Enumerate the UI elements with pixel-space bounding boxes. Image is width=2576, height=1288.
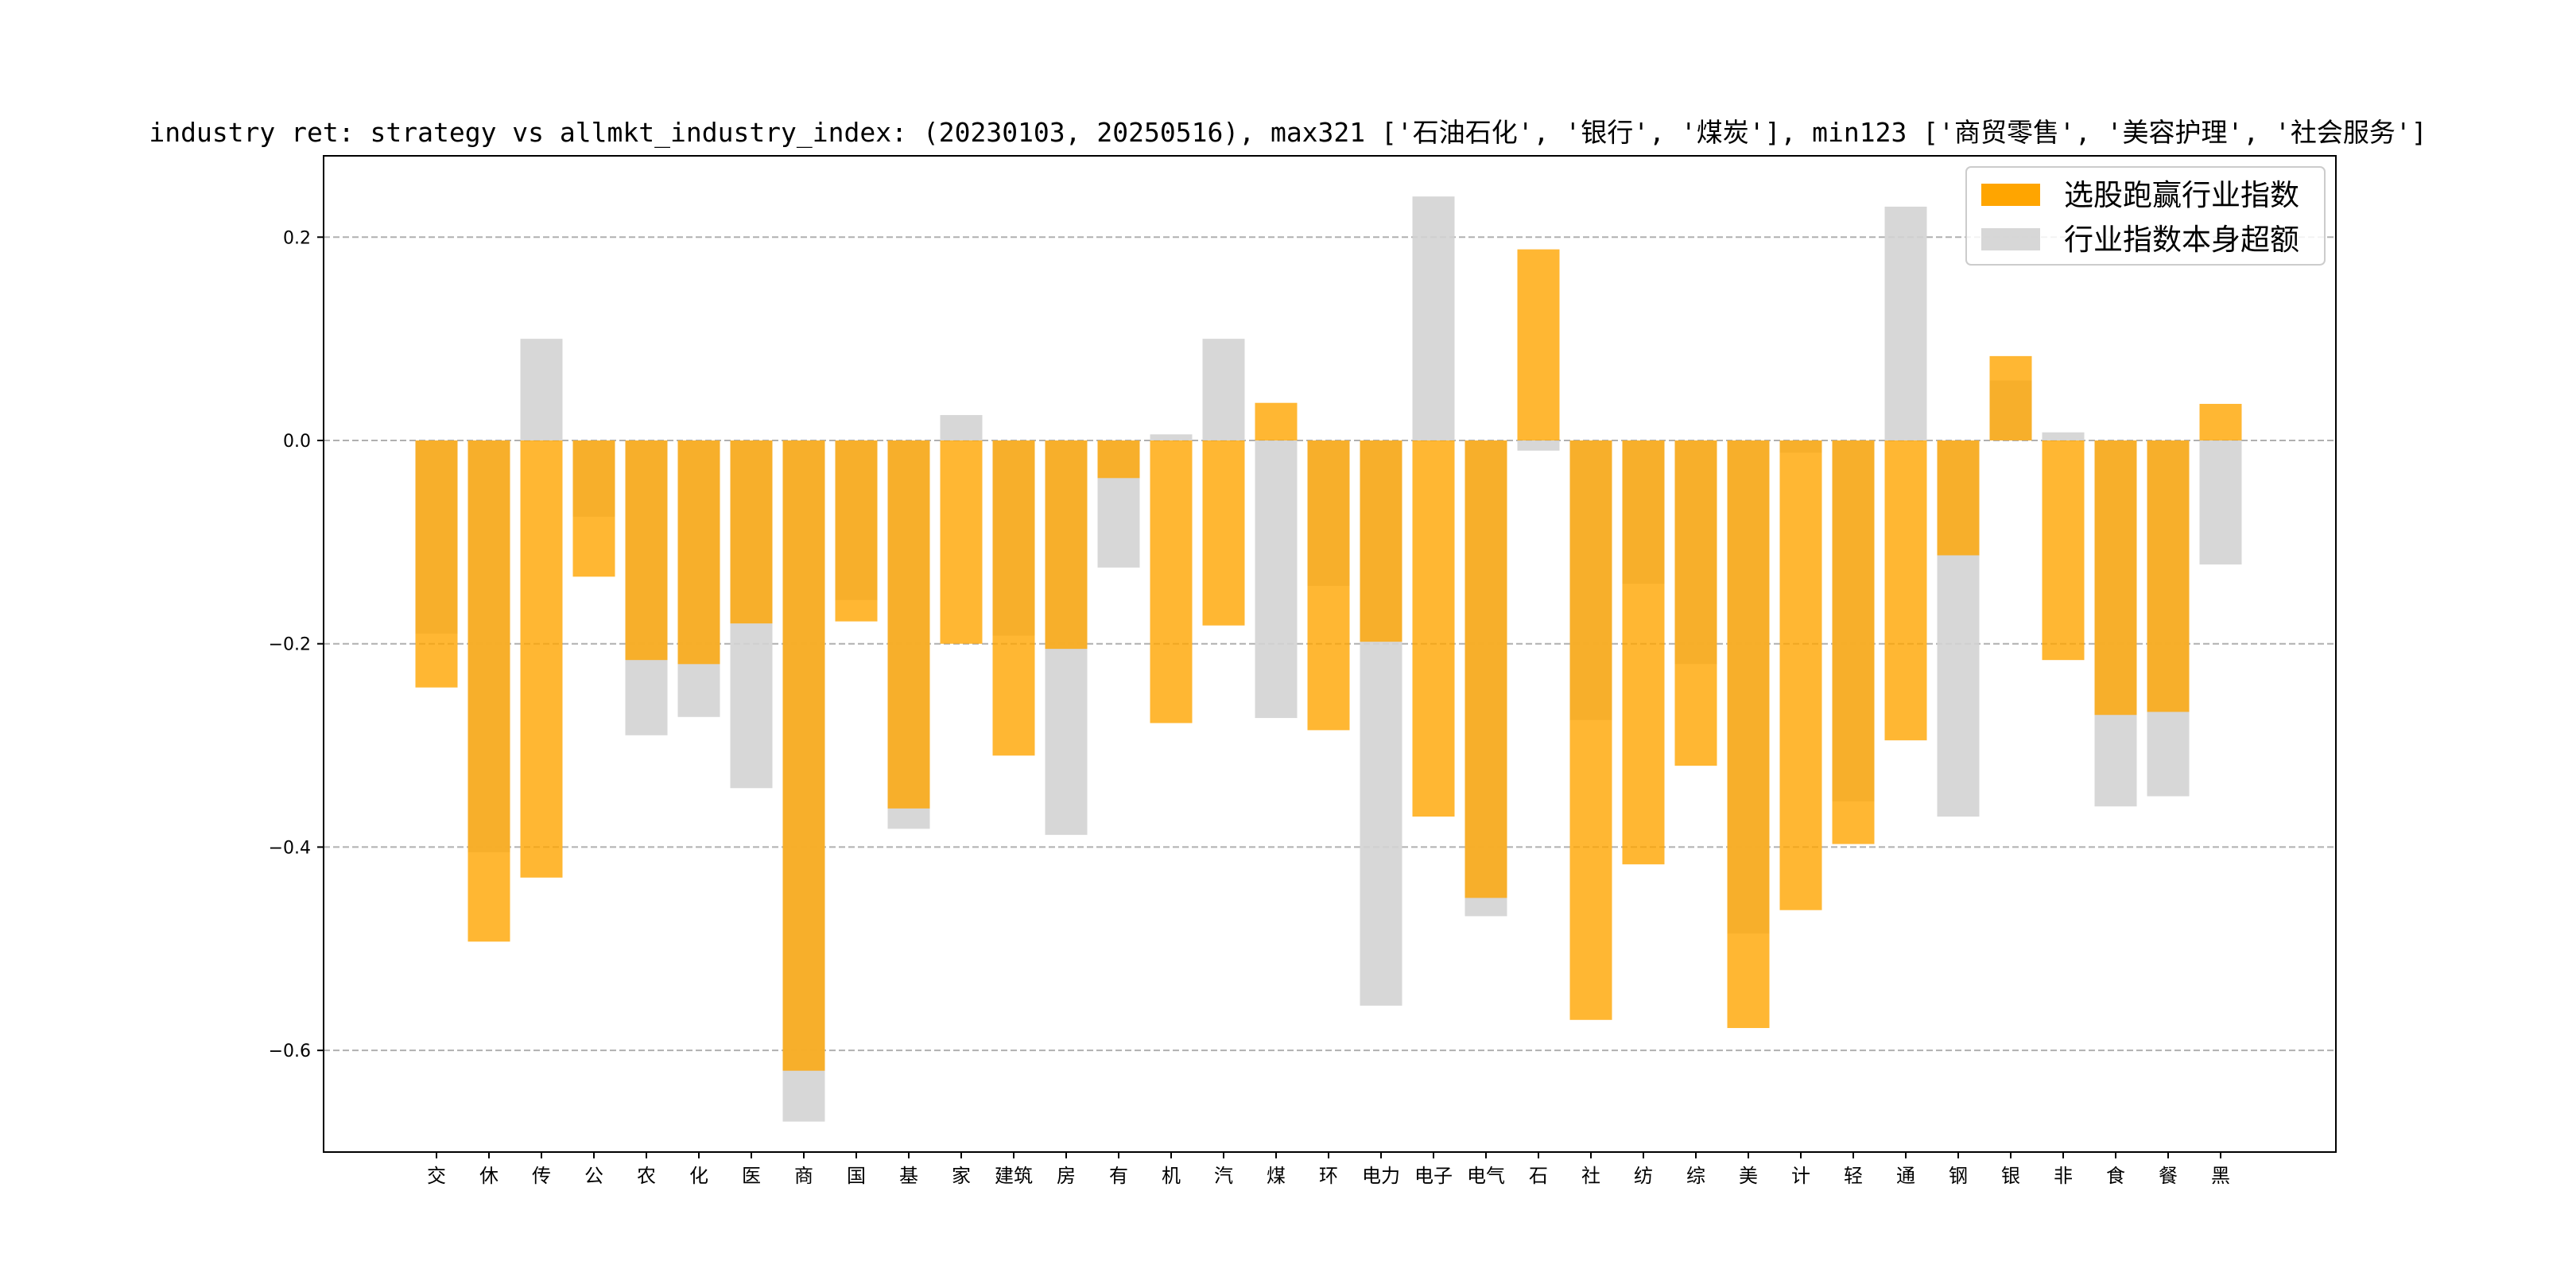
bar-index-excess-19	[1412, 196, 1455, 440]
x-tick-label: 公	[584, 1165, 603, 1187]
x-tick-label: 有	[1109, 1165, 1128, 1187]
y-tick-label: −0.4	[269, 838, 311, 858]
bar-strategy-18	[1360, 440, 1402, 642]
y-tick-label: −0.6	[269, 1042, 311, 1061]
series-strategy-outperform	[415, 249, 2242, 1071]
legend-swatch-strategy	[1981, 184, 2040, 206]
bar-strategy-7	[782, 440, 825, 1071]
bar-strategy-6	[730, 440, 773, 624]
x-tick-label: 非	[2054, 1165, 2073, 1187]
bar-strategy-16	[1255, 402, 1298, 440]
legend-label-index: 行业指数本身超额	[2064, 223, 2299, 257]
bar-strategy-25	[1727, 440, 1770, 1029]
bar-index-excess-21	[1517, 440, 1560, 451]
bar-strategy-11	[992, 440, 1035, 756]
x-tick-label: 国	[847, 1165, 866, 1187]
bar-strategy-29	[1937, 440, 1980, 556]
x-tick-label: 电子	[1414, 1165, 1453, 1187]
y-tick-label: 0.0	[283, 432, 311, 452]
x-tick-label: 交	[427, 1165, 446, 1187]
x-tick-label: 煤	[1267, 1165, 1286, 1187]
bar-strategy-22	[1569, 440, 1612, 1020]
bar-strategy-9	[887, 440, 930, 809]
bar-strategy-21	[1517, 249, 1560, 440]
bar-index-excess-28	[1884, 206, 1927, 440]
bar-strategy-15	[1202, 440, 1245, 626]
bar-strategy-31	[2042, 440, 2085, 661]
bar-strategy-4	[625, 440, 668, 661]
x-tick-label: 食	[2106, 1165, 2125, 1187]
x-tick-label: 环	[1319, 1165, 1338, 1187]
bar-strategy-32	[2094, 440, 2137, 716]
x-tick-label: 商	[794, 1165, 813, 1187]
bar-strategy-34	[2199, 403, 2242, 440]
bar-index-excess-10	[940, 415, 983, 440]
bar-strategy-12	[1045, 440, 1088, 650]
x-tick-label: 计	[1791, 1165, 1810, 1187]
bar-strategy-3	[572, 440, 615, 577]
bar-index-excess-15	[1202, 339, 1245, 440]
x-tick-label: 美	[1739, 1165, 1758, 1187]
x-tick-label: 石	[1529, 1165, 1548, 1187]
x-tick-label: 休	[479, 1165, 499, 1187]
bar-strategy-27	[1832, 440, 1875, 844]
bar-index-excess-14	[1150, 434, 1193, 440]
x-tick-label: 电力	[1362, 1165, 1400, 1187]
x-tick-label: 纺	[1634, 1165, 1653, 1187]
bar-index-excess-34	[2199, 440, 2242, 564]
y-tick-label: −0.2	[269, 635, 311, 655]
x-tick-label: 钢	[1949, 1165, 1968, 1187]
bar-strategy-20	[1465, 440, 1507, 898]
bar-strategy-1	[467, 440, 510, 942]
bar-strategy-23	[1622, 440, 1665, 865]
x-tick-label: 医	[742, 1165, 761, 1187]
x-tick-label: 家	[952, 1165, 971, 1187]
x-tick-label: 房	[1057, 1165, 1076, 1187]
x-tick-label: 餐	[2159, 1165, 2178, 1187]
bar-strategy-14	[1150, 440, 1193, 724]
x-tick-label: 电气	[1467, 1165, 1505, 1187]
bar-index-excess-2	[520, 339, 563, 440]
bar-index-excess-16	[1255, 440, 1298, 719]
plot-frame	[323, 155, 2337, 1153]
legend-label-strategy: 选股跑赢行业指数	[2064, 178, 2299, 212]
bar-strategy-13	[1097, 440, 1140, 479]
legend-box	[1965, 166, 2326, 266]
bar-strategy-26	[1779, 440, 1822, 910]
bar-strategy-10	[940, 440, 983, 644]
x-tick-label: 黑	[2211, 1165, 2230, 1187]
chart-title: industry ret: strategy vs allmkt_industr…	[149, 117, 2427, 149]
x-tick-label: 社	[1581, 1165, 1600, 1187]
bar-strategy-30	[1989, 355, 2032, 440]
x-tick-label: 轻	[1844, 1165, 1863, 1187]
x-tick-label: 银	[2001, 1165, 2020, 1187]
bar-strategy-33	[2147, 440, 2190, 712]
bar-index-excess-31	[2042, 432, 2085, 440]
x-tick-label: 基	[899, 1165, 918, 1187]
y-tick-label: 0.2	[283, 228, 311, 248]
bar-strategy-5	[677, 440, 720, 665]
bar-strategy-2	[520, 440, 563, 878]
bar-strategy-24	[1674, 440, 1717, 766]
bar-strategy-17	[1307, 440, 1350, 731]
x-tick-label: 化	[689, 1165, 708, 1187]
bar-strategy-19	[1412, 440, 1455, 817]
bar-strategy-28	[1884, 440, 1927, 741]
x-axis-ticks: 交 休 传 公 农 化 医 商 国 基 家 建筑 房 有 机 汽 煤 环 电力 电子 电气 石 社 纺 综 美 计 轻 通 钢 银 非 食 餐 黑	[427, 1152, 2230, 1187]
y-axis-ticks: 0.2 0.0 −0.2 −0.4 −0.6	[269, 228, 324, 1061]
x-tick-label: 机	[1162, 1165, 1181, 1187]
x-tick-label: 传	[532, 1165, 551, 1187]
x-tick-label: 农	[637, 1165, 656, 1187]
bar-strategy-8	[835, 440, 878, 622]
x-tick-label: 通	[1896, 1165, 1915, 1187]
legend-swatch-index	[1981, 228, 2040, 250]
x-tick-label: 建筑	[995, 1165, 1033, 1187]
x-tick-label: 综	[1686, 1165, 1705, 1187]
bar-strategy-0	[415, 440, 458, 688]
legend: 选股跑赢行业指数 行业指数本身超额	[1965, 166, 2326, 266]
x-tick-label: 汽	[1214, 1165, 1233, 1187]
